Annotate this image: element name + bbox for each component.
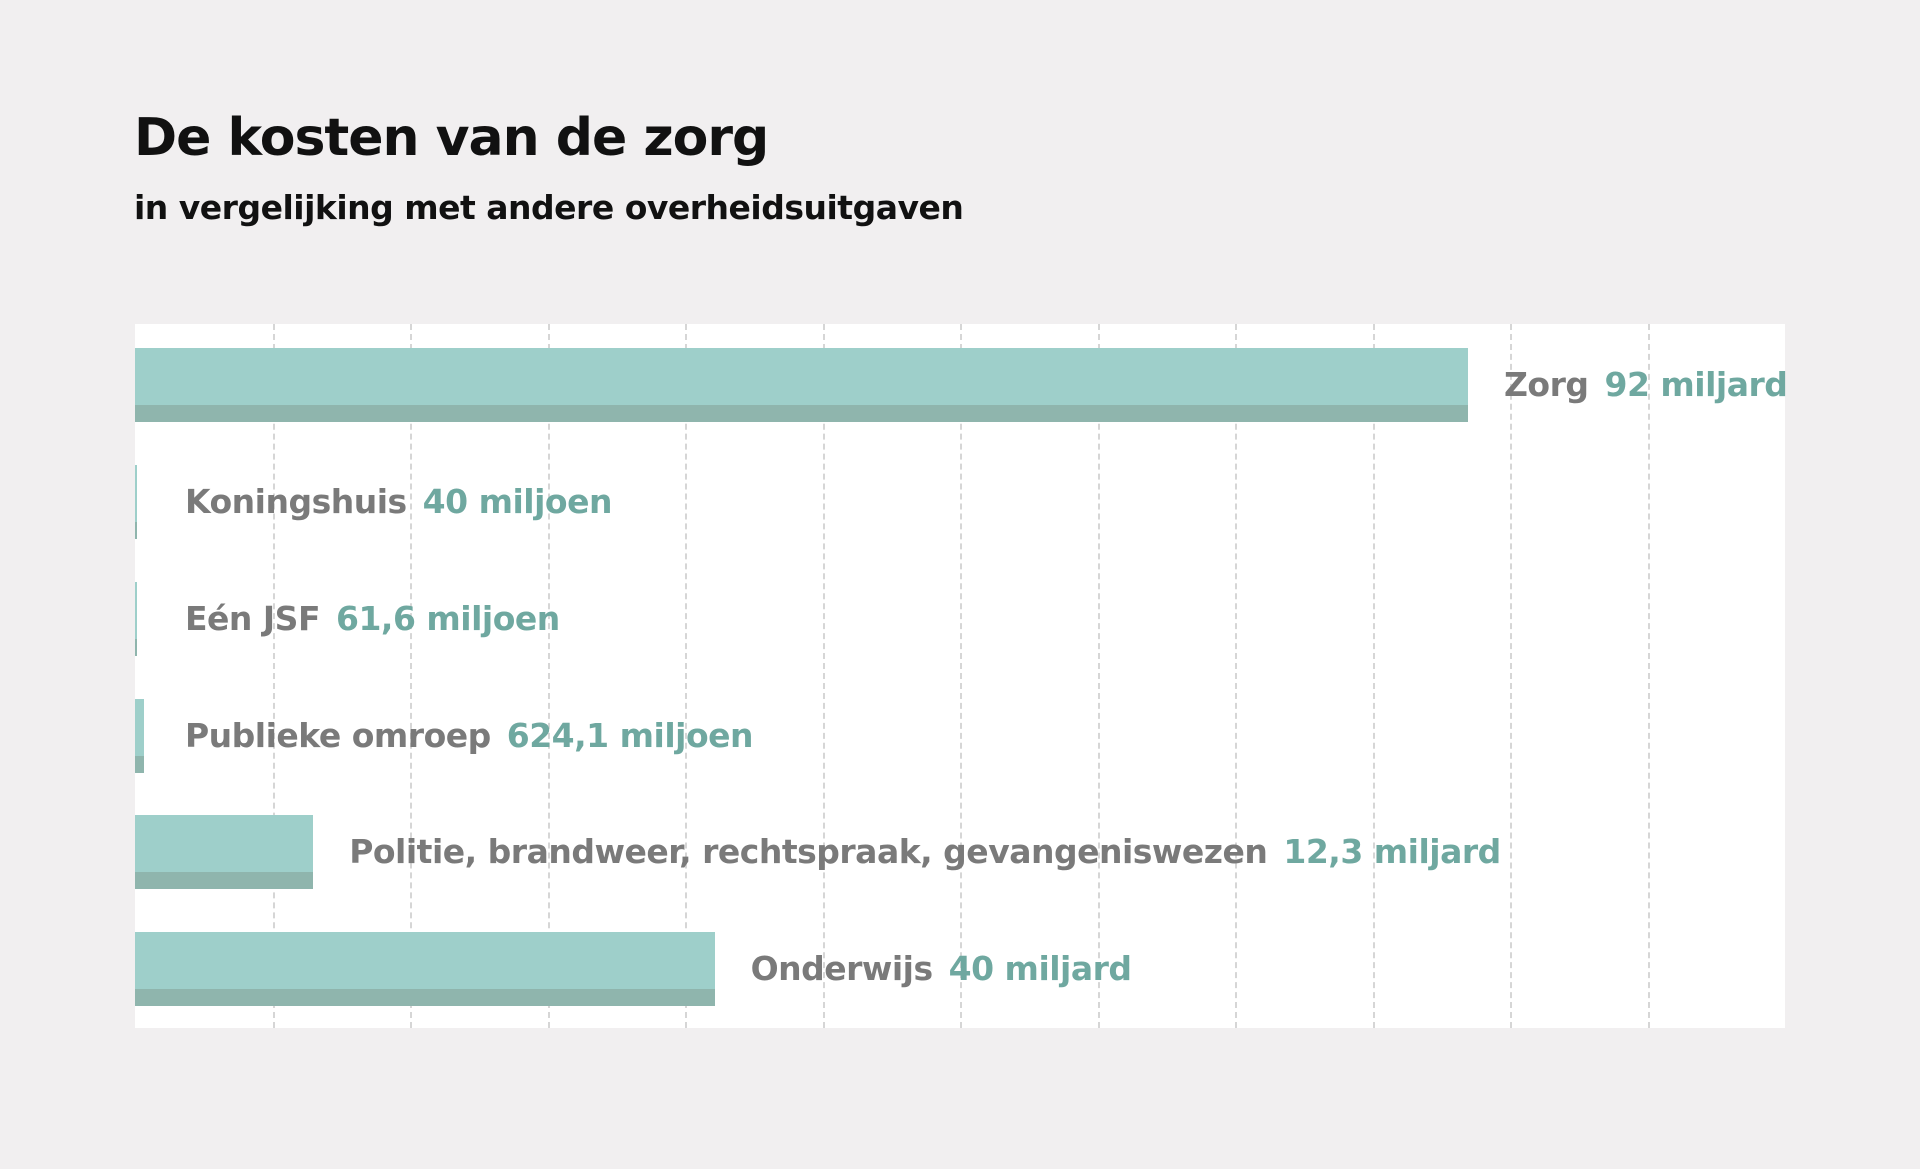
bar-label: Onderwijs 40 miljard <box>751 932 1132 1006</box>
gridline <box>410 324 412 1028</box>
bar <box>135 465 137 539</box>
bar-shade <box>135 872 314 889</box>
category-label: Publieke omroep <box>185 716 491 755</box>
chart-title: De kosten van de zorg <box>134 108 769 168</box>
gridline <box>1235 324 1237 1028</box>
value-label: 12,3 miljard <box>1283 832 1501 871</box>
bar-label: Politie, brandweer, rechtspraak, gevange… <box>349 815 1501 889</box>
bar-label: Eén JSF 61,6 miljoen <box>185 582 560 656</box>
chart-subtitle: in vergelijking met andere overheidsuitg… <box>134 188 964 227</box>
bar <box>135 815 314 889</box>
bar-shade <box>135 756 145 773</box>
gridline <box>960 324 962 1028</box>
bar-shade <box>135 989 715 1006</box>
bar <box>135 582 137 656</box>
category-label: Onderwijs <box>750 949 934 988</box>
value-label: 92 miljard <box>1604 365 1788 404</box>
bar <box>135 932 715 1006</box>
category-label: Koningshuis <box>185 482 407 521</box>
value-label: 40 miljoen <box>422 482 613 521</box>
bar-label: Zorg 92 miljard <box>1504 348 1788 422</box>
category-label: Zorg <box>1504 365 1589 404</box>
bar <box>135 348 1468 422</box>
gridline <box>685 324 687 1028</box>
chart-area: Zorg 92 miljard Koningshuis 40 miljoen Eén J… <box>135 324 1788 1028</box>
bar-shade <box>135 639 137 656</box>
category-label: Politie, brandweer, rechtspraak, gevange… <box>349 832 1268 871</box>
bar <box>135 699 145 773</box>
gridline <box>1372 324 1375 1028</box>
gridline <box>272 324 275 1028</box>
gridline <box>1097 324 1100 1028</box>
category-label: Eén JSF <box>185 599 321 638</box>
value-label: 61,6 miljoen <box>336 599 560 638</box>
gridline <box>547 324 550 1028</box>
bar-label: Koningshuis 40 miljoen <box>185 465 612 539</box>
gridline <box>822 324 825 1028</box>
value-label: 40 miljard <box>948 949 1132 988</box>
gridline <box>1510 324 1512 1028</box>
bar-shade <box>135 522 137 539</box>
bar-label: Publieke omroep 624,1 miljoen <box>185 699 754 773</box>
gridline <box>1647 324 1650 1028</box>
value-label: 624,1 miljoen <box>506 716 754 755</box>
bar-shade <box>135 405 1468 422</box>
